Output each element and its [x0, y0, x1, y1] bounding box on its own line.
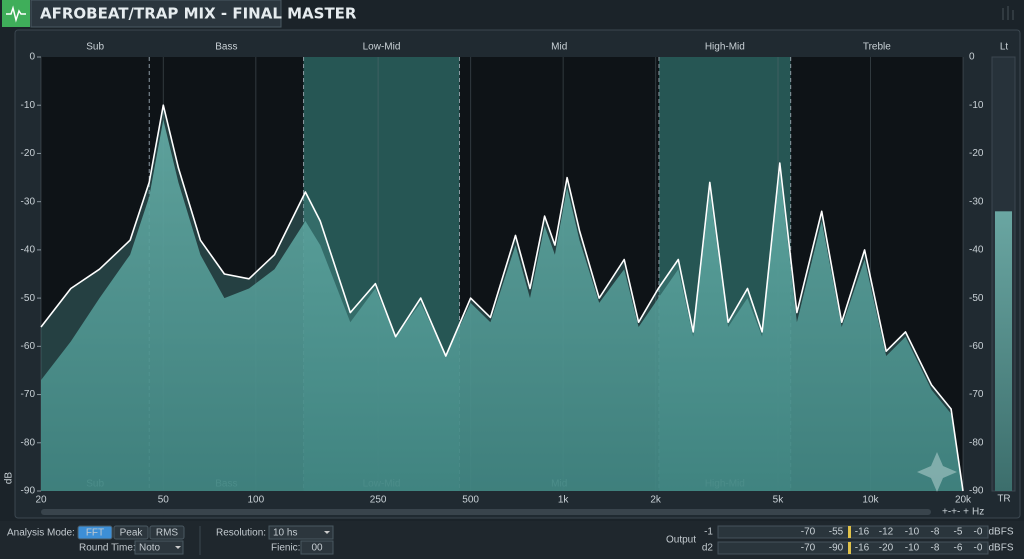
average-area [41, 119, 963, 491]
channel-scale-label: -0 [974, 543, 983, 554]
channel-label: -1 [704, 527, 713, 538]
round-time-label: Round Time: [79, 543, 136, 554]
y-tick-label-right: -10 [969, 100, 984, 111]
mode-button-label[interactable]: FFT [86, 528, 104, 539]
channel-scale-label: -70 [801, 543, 816, 554]
y-tick-label-right: -30 [969, 196, 984, 207]
y-tick-label-right: -90 [969, 486, 984, 497]
channel-peak-marker [848, 526, 851, 538]
channel-scale-label: -10 [905, 527, 920, 538]
channel-scale-label: -16 [855, 527, 870, 538]
x-tick-label: 10k [862, 495, 879, 506]
y-tick-label-right: 0 [969, 52, 975, 63]
level-meter: Lt TR [991, 42, 1016, 505]
mode-button[interactable] [113, 525, 149, 540]
channel-label: d2 [702, 543, 714, 554]
y-tick-label-right: -50 [969, 293, 984, 304]
band-label: Bass [215, 42, 237, 53]
y-tick-label: 0 [29, 52, 35, 63]
channel-scale-label: -8 [931, 527, 940, 538]
y-tick-label-right: -80 [969, 437, 984, 448]
title-box [30, 0, 282, 28]
x-tick-label: 500 [462, 495, 479, 506]
x-tick-label: 1k [558, 495, 570, 506]
channel-unit: dBFS [988, 543, 1013, 554]
channel-scale-label: -0 [974, 527, 983, 538]
x-tick-label: 100 [247, 495, 264, 506]
watermark [917, 452, 957, 492]
channel-scale-label: -70 [801, 527, 816, 538]
channel-unit: dBFS [988, 527, 1013, 538]
y-tick-label: -40 [21, 245, 36, 256]
x-tick-label: 2k [650, 495, 662, 506]
channel-peak-marker [848, 542, 851, 554]
channel-scale-label: -6 [954, 543, 963, 554]
mode-button[interactable] [149, 525, 185, 540]
zoom-controls[interactable]: +-+- + [942, 507, 969, 518]
scrollbar[interactable] [41, 509, 931, 515]
channel-scale-label: -10 [905, 543, 920, 554]
channel-scale-label: -55 [829, 527, 844, 538]
corner-icon [1002, 6, 1014, 20]
band-label: Sub [86, 42, 104, 53]
mode-buttons: FFT Peak RMS [77, 525, 185, 540]
resolution-label: Resolution: [216, 528, 266, 539]
band-label: High-Mid [705, 42, 745, 53]
output-meters: -1 -70 -55 -16 -12 -10 -8 -5 -0 dBFS d2 -70 -90 -16 -2… [702, 525, 1014, 555]
y-tick-label: -70 [21, 389, 36, 400]
y-tick-label-right: -60 [969, 341, 984, 352]
meter-level [995, 211, 1012, 492]
meter-top-label: Lt [1000, 42, 1009, 53]
fienic-value: 00 [311, 543, 323, 554]
fienic-field[interactable]: 00 [300, 540, 334, 555]
title: AFROBEAT/TRAP MIX - FINAL MASTER [40, 5, 357, 23]
y-tick-label-right: -70 [969, 389, 984, 400]
x-tick-label: 250 [370, 495, 387, 506]
channel-scale-label: -90 [829, 543, 844, 554]
x-tick-label: 50 [158, 495, 170, 506]
x-tick-label: 20 [35, 495, 47, 506]
y-tick-label: -30 [21, 196, 36, 207]
channel-scale-label: -20 [879, 543, 894, 554]
peak-area [41, 105, 963, 491]
y-tick-label: -10 [21, 100, 36, 111]
peak-line [40, 104, 964, 492]
y-tick-label: -50 [21, 293, 36, 304]
mode-button-label[interactable]: RMS [156, 528, 179, 539]
fienic-label: Fienic: [271, 543, 300, 554]
channel-scale-label: -16 [855, 543, 870, 554]
channel-scale-label: -8 [931, 543, 940, 554]
x-tick-label: 20k [955, 495, 972, 506]
mode-button[interactable] [77, 525, 113, 540]
y-tick-label-right: -40 [969, 245, 984, 256]
channel-meter [717, 525, 989, 539]
y-axis-label: dB [4, 472, 15, 485]
analysis-mode-label: Analysis Mode: [7, 528, 75, 539]
output-label: Output [666, 535, 696, 546]
resolution-dropdown[interactable]: 10 hs [268, 525, 334, 540]
channel-meter [717, 541, 989, 555]
band-label: Treble [863, 42, 891, 53]
y-tick-label: -80 [21, 437, 36, 448]
round-time-dropdown[interactable]: Noto [134, 540, 184, 555]
y-tick-label: -90 [21, 486, 36, 497]
band-label: Low-Mid [363, 42, 401, 53]
meter-bottom-label: TR [997, 494, 1010, 505]
channel-scale-label: -5 [954, 527, 963, 538]
x-unit: Hz [972, 507, 984, 518]
y-tick-label: -20 [21, 148, 36, 159]
icon-pulse [6, 5, 26, 23]
y-tick-label-right: -20 [969, 148, 984, 159]
y-tick-label: -60 [21, 341, 36, 352]
x-tick-label: 5k [773, 495, 785, 506]
plot: SubSubBassBassLow-MidLow-MidMidMidHigh-M… [21, 42, 984, 506]
resolution-value: 10 hs [273, 528, 297, 539]
band-label: Mid [551, 42, 567, 53]
round-time-value: Noto [139, 543, 161, 554]
mode-button-label[interactable]: Peak [120, 528, 144, 539]
channel-scale-label: -12 [879, 527, 894, 538]
